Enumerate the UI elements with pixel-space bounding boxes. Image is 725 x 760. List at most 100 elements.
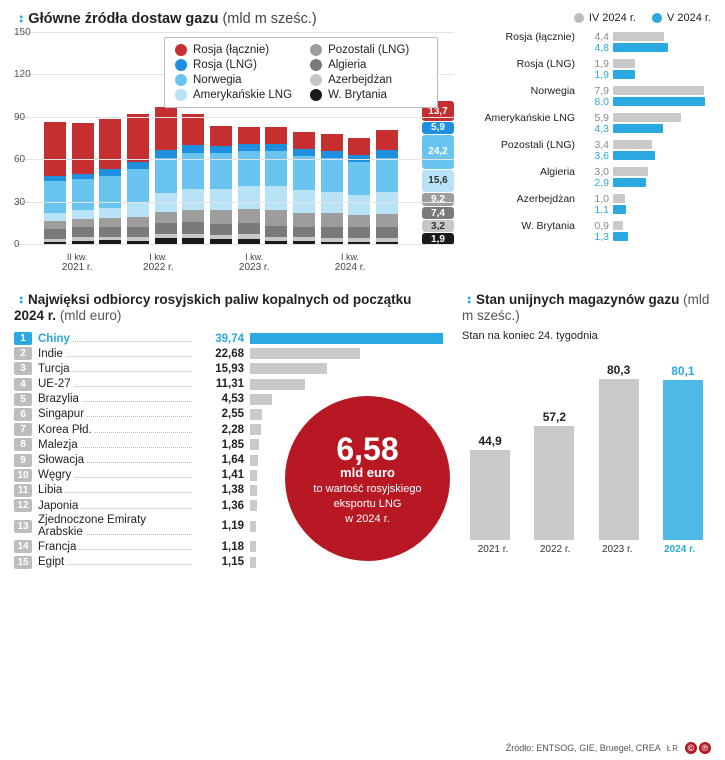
storage-bar: 80,1 bbox=[663, 380, 703, 540]
legend-item: Azerbejdżan bbox=[310, 74, 427, 86]
rank-badge: 6 bbox=[14, 408, 32, 421]
rank-badge: 13 bbox=[14, 520, 32, 533]
compare-row: W. Brytania 0,91,3 bbox=[472, 221, 711, 243]
buyer-bar bbox=[250, 485, 257, 496]
buyer-value: 1,64 bbox=[194, 454, 244, 466]
buyer-name: Singapur bbox=[38, 408, 188, 420]
rank-badge: 12 bbox=[14, 499, 32, 512]
stacked-chart: ⠰ Główne źródła dostaw gazu (mld m sześc… bbox=[14, 10, 454, 273]
callout-label: 15,6 bbox=[422, 170, 454, 192]
rank-badge: 10 bbox=[14, 469, 32, 482]
buyer-name: Francja bbox=[38, 541, 188, 553]
rank-badge: 15 bbox=[14, 556, 32, 569]
stacked-bar bbox=[293, 132, 315, 245]
buyers-title: ⠰ Najwięksi odbiorcy rosyjskich paliw ko… bbox=[14, 291, 444, 324]
buyer-value: 1,85 bbox=[194, 439, 244, 451]
storage-bar: 57,2 bbox=[534, 426, 574, 540]
buyer-value: 1,36 bbox=[194, 500, 244, 512]
buyer-name: Libia bbox=[38, 484, 188, 496]
gridline: 30 bbox=[14, 202, 454, 203]
storage-subtitle: Stan na koniec 24. tygodnia bbox=[462, 330, 711, 342]
buyer-bar bbox=[250, 333, 443, 344]
gridline: 90 bbox=[14, 117, 454, 118]
source-text: Źródło: ENTSOG, GIE, Bruegel, CREA bbox=[506, 743, 661, 753]
legend-item: Rosja (łącznie) bbox=[175, 44, 292, 56]
buyer-row: 4 UE-27 11,31 bbox=[14, 378, 444, 391]
stacked-bar bbox=[182, 114, 204, 245]
gridline: 0 bbox=[14, 244, 454, 245]
stacked-bar bbox=[265, 127, 287, 245]
storage-x-label: 2024 r. bbox=[664, 544, 695, 555]
callout-label: 24,2 bbox=[422, 135, 454, 169]
compare-row: Pozostali (LNG) 3,43,6 bbox=[472, 140, 711, 162]
buyer-bar bbox=[250, 470, 257, 481]
rank-badge: 3 bbox=[14, 362, 32, 375]
buyer-name: Zjednoczone Emiraty Arabskie bbox=[38, 514, 188, 538]
buyer-name: Egipt bbox=[38, 556, 188, 568]
buyer-name: Malezja bbox=[38, 439, 188, 451]
stacked-bar bbox=[127, 114, 149, 245]
legend-item: Algieria bbox=[310, 59, 427, 71]
x-axis-label: I kw.2023 r. bbox=[206, 252, 302, 273]
buyers-chart: ⠰ Najwięksi odbiorcy rosyjskich paliw ko… bbox=[14, 291, 444, 571]
storage-bar: 44,9 bbox=[470, 450, 510, 540]
buyer-value: 1,18 bbox=[194, 541, 244, 553]
buyer-value: 1,38 bbox=[194, 484, 244, 496]
stacked-chart-area: Rosja (łącznie)Pozostali (LNG)Rosja (LNG… bbox=[14, 33, 454, 273]
buyer-value: 1,15 bbox=[194, 556, 244, 568]
callout-label: 7,4 bbox=[422, 207, 454, 219]
legend-item: Rosja (LNG) bbox=[175, 59, 292, 71]
buyer-value: 15,93 bbox=[194, 363, 244, 375]
buyer-bar bbox=[250, 424, 261, 435]
compare-row: Rosja (łącznie) 4,44,8 bbox=[472, 32, 711, 54]
buyer-value: 22,68 bbox=[194, 348, 244, 360]
buyer-name: Japonia bbox=[38, 500, 188, 512]
buyer-name: Chiny bbox=[38, 333, 188, 345]
highlight-circle: 6,58 mld euro to wartość rosyjskiego eks… bbox=[285, 396, 450, 561]
callout-label: 9,2 bbox=[422, 193, 454, 206]
buyer-row: 2 Indie 22,68 bbox=[14, 347, 444, 360]
buyer-name: Indie bbox=[38, 348, 188, 360]
rank-badge: 9 bbox=[14, 454, 32, 467]
copyright-icons: © ℗ bbox=[685, 742, 711, 754]
compare-header-item: V 2024 r. bbox=[652, 12, 711, 24]
buyer-value: 11,31 bbox=[194, 378, 244, 390]
gridline: 150 bbox=[14, 32, 454, 33]
legend-item: Norwegia bbox=[175, 74, 292, 86]
compare-row: Azerbejdżan 1,01,1 bbox=[472, 194, 711, 216]
storage-x-label: 2022 r. bbox=[540, 544, 571, 555]
circle-value: 6,58 bbox=[336, 431, 398, 468]
callout-label: 5,9 bbox=[422, 122, 454, 134]
storage-title: ⠰ Stan unijnych magazynów gazu (mld m sz… bbox=[462, 291, 711, 324]
buyer-name: Węgry bbox=[38, 469, 188, 481]
buyer-value: 1,19 bbox=[194, 520, 244, 532]
storage-x-label: 2023 r. bbox=[602, 544, 633, 555]
rank-badge: 11 bbox=[14, 484, 32, 497]
buyer-bar bbox=[250, 363, 327, 374]
compare-header-item: IV 2024 r. bbox=[574, 12, 636, 24]
rank-badge: 5 bbox=[14, 393, 32, 406]
buyer-bar bbox=[250, 379, 305, 390]
buyer-bar bbox=[250, 455, 258, 466]
stacked-bar bbox=[348, 138, 370, 245]
rank-badge: 14 bbox=[14, 540, 32, 553]
buyer-value: 2,55 bbox=[194, 408, 244, 420]
x-axis-label: II kw.2021 r. bbox=[44, 252, 110, 273]
stacked-bar bbox=[210, 126, 232, 245]
stacked-bar bbox=[44, 122, 66, 245]
buyer-name: Brazylia bbox=[38, 393, 188, 405]
rank-badge: 7 bbox=[14, 423, 32, 436]
buyer-name: Turcja bbox=[38, 363, 188, 375]
buyer-name: Słowacja bbox=[38, 454, 188, 466]
legend-item: Amerykańskie LNG bbox=[175, 89, 292, 101]
x-axis-label: I kw.2024 r. bbox=[302, 252, 398, 273]
compare-row: Amerykańskie LNG 5,94,3 bbox=[472, 113, 711, 135]
author-initials: ŁR bbox=[667, 744, 679, 753]
stacked-bar bbox=[376, 130, 398, 245]
stacked-title: ⠰ Główne źródła dostaw gazu (mld m sześc… bbox=[14, 10, 454, 27]
buyer-bar bbox=[250, 394, 272, 405]
callout-label: 3,2 bbox=[422, 220, 454, 232]
rank-badge: 8 bbox=[14, 438, 32, 451]
storage-chart: ⠰ Stan unijnych magazynów gazu (mld m sz… bbox=[462, 291, 711, 571]
compare-row: Norwegia 7,98,0 bbox=[472, 86, 711, 108]
